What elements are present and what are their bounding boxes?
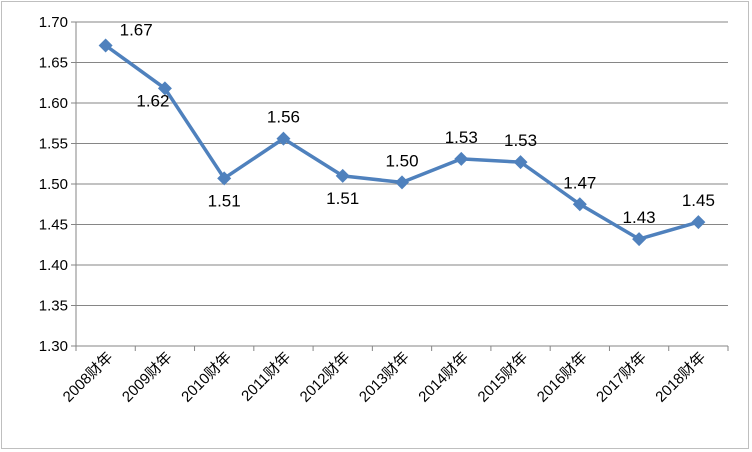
data-label: 1.53 [445,128,478,147]
data-point-marker [691,215,706,230]
data-point-marker [98,38,113,53]
series-line [104,44,699,241]
data-label: 1.53 [504,131,537,150]
data-point-marker [572,197,587,212]
data-label: 1.50 [385,151,418,170]
x-tick-label: 2016财年 [534,349,591,406]
x-tick-label: 2018财年 [652,349,709,406]
x-tick-label: 2017财年 [593,349,650,406]
data-label: 1.67 [120,20,153,39]
data-label: 1.51 [208,191,241,210]
data-label: 1.45 [682,191,715,210]
x-tick-label: 2015财年 [475,349,532,406]
x-tick-label: 2012财年 [297,349,354,406]
data-point-marker [454,151,469,166]
y-tick-label: 1.70 [39,14,68,31]
y-tick-label: 1.55 [39,136,68,153]
y-tick-label: 1.40 [39,257,68,274]
x-tick-label: 2008财年 [60,349,117,406]
x-tick-label: 2011财年 [238,349,294,405]
x-tick-label: 2009财年 [119,349,176,406]
y-tick-label: 1.65 [39,55,68,72]
y-tick-label: 1.60 [39,95,68,112]
y-tick-label: 1.30 [39,338,68,355]
data-point-marker [395,175,409,190]
data-point-marker [335,168,350,183]
y-tick-label: 1.35 [39,298,68,315]
data-point-marker [513,155,528,170]
x-tick-label: 2010财年 [178,349,235,406]
y-tick-label: 1.45 [39,217,68,234]
data-label: 1.56 [267,108,300,127]
data-label: 1.51 [326,189,359,208]
y-tick-label: 1.50 [39,176,68,193]
data-label: 1.47 [563,173,596,192]
data-point-marker [632,232,647,247]
data-point-marker [276,131,291,146]
data-point-marker [157,81,172,96]
x-tick-label: 2013财年 [356,349,413,406]
data-label: 1.62 [136,91,169,110]
x-tick-label: 2014财年 [415,349,472,406]
data-point-marker [217,171,232,186]
data-label: 1.43 [623,208,656,227]
